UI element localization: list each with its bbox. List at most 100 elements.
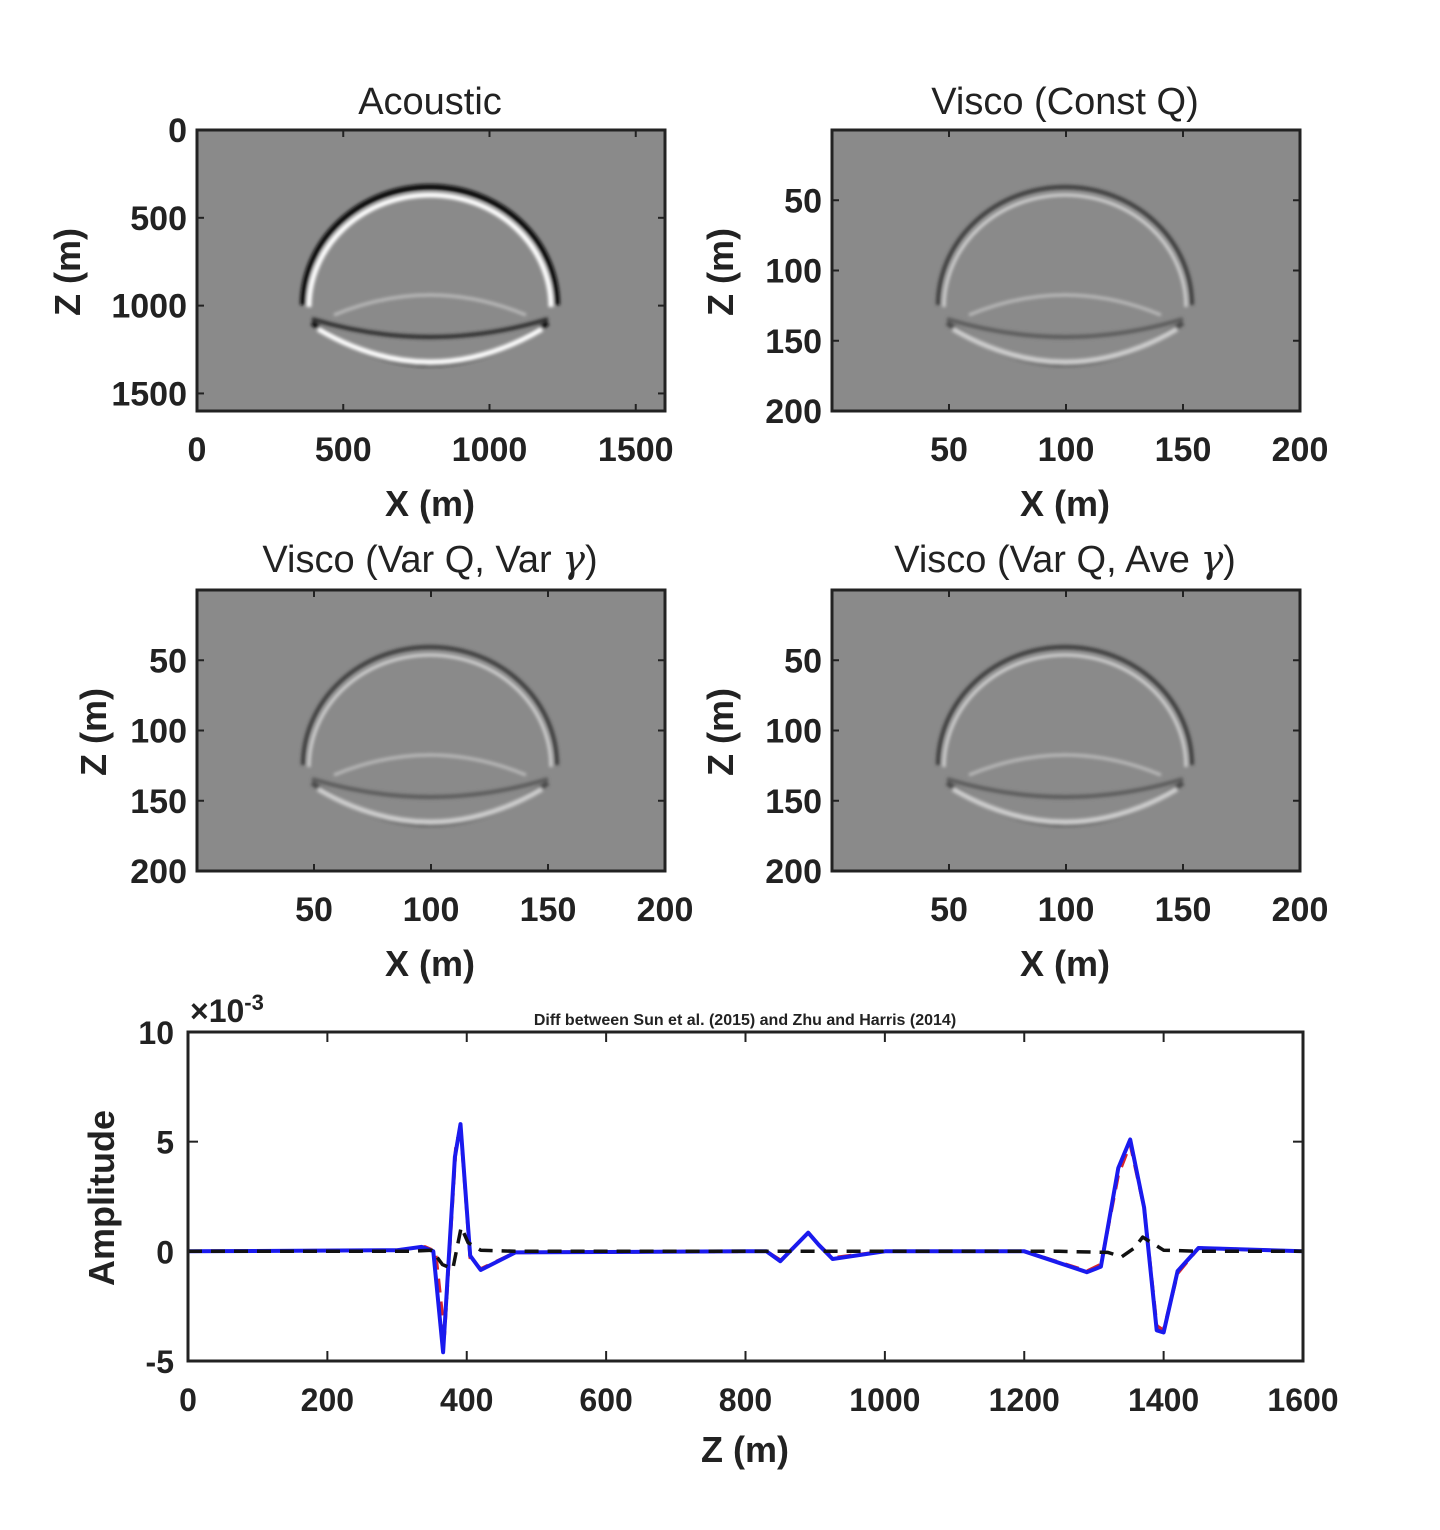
- plot-frame: [186, 1030, 1305, 1363]
- y-axis-label: Z (m): [47, 228, 88, 316]
- transmitted-inner: [311, 777, 549, 799]
- x-tick-label: 50: [295, 891, 333, 929]
- x-tick-label: 0: [179, 1382, 197, 1418]
- x-tick-label: 150: [1155, 891, 1212, 929]
- x-tick-label: 200: [1272, 891, 1329, 929]
- reflection-arc: [968, 293, 1162, 317]
- panel-title: Visco (Const Q): [931, 81, 1198, 123]
- x-tick-label: 1200: [989, 1382, 1060, 1418]
- x-tick-label: 200: [637, 891, 694, 929]
- x-tick-label: 500: [315, 431, 372, 469]
- panel-title: Acoustic: [358, 81, 502, 123]
- wavefield-image: [832, 590, 1300, 871]
- transmitted-bright: [951, 326, 1179, 365]
- transmitted-bright: [316, 326, 544, 365]
- wavefield-image: [197, 590, 665, 871]
- wavefront-outer: [936, 645, 1194, 766]
- y-tick-label: 0: [156, 1234, 174, 1270]
- y-exponent-label: ×10-3: [190, 990, 264, 1029]
- x-axis-label: X (m): [1020, 483, 1110, 524]
- x-tick-label: 50: [930, 891, 968, 929]
- panel-visco-var-q-var-gamma: Visco (Var Q, Var γ) 50 100 150 200 50 100 15…: [73, 537, 693, 984]
- x-tick-label: 100: [1038, 891, 1095, 929]
- x-axis-label: X (m): [385, 943, 475, 984]
- y-tick-label: 200: [130, 853, 187, 891]
- wavefront-outer: [300, 184, 560, 306]
- image-background: [197, 590, 665, 871]
- x-tick-label: 150: [520, 891, 577, 929]
- y-tick-label: 150: [765, 783, 822, 821]
- x-tick-label: 1000: [452, 431, 528, 469]
- image-background: [197, 130, 665, 411]
- x-tick-label: 200: [1272, 431, 1329, 469]
- reflection-arc: [333, 753, 527, 777]
- x-tick-label: 100: [1038, 431, 1095, 469]
- reflection-arc: [968, 753, 1162, 777]
- x-tick-label: 0: [188, 431, 207, 469]
- y-tick-label: 150: [130, 783, 187, 821]
- reflection-arc: [333, 293, 527, 317]
- y-axis-label: Amplitude: [81, 1110, 122, 1286]
- x-tick-label: 600: [579, 1382, 632, 1418]
- y-tick-label: 0: [168, 112, 187, 150]
- wavefront-inner: [942, 653, 1188, 768]
- panel-title: Visco (Var Q, Ave γ): [894, 537, 1236, 581]
- image-background: [832, 130, 1300, 411]
- x-tick-label: 50: [930, 431, 968, 469]
- transmitted-inner: [946, 777, 1184, 799]
- panel-visco-var-q-ave-gamma: Visco (Var Q, Ave γ) 50 100 150 200 50 100 15…: [700, 537, 1328, 984]
- x-tick-label: 100: [403, 891, 460, 929]
- y-tick-label: 100: [765, 713, 822, 751]
- x-axis-label: X (m): [1020, 943, 1110, 984]
- plot-area: [188, 1032, 1303, 1361]
- y-tick-label: 1000: [111, 288, 187, 326]
- wavefront-outer: [936, 185, 1194, 306]
- x-tick-label: 400: [440, 1382, 493, 1418]
- panel-title: Visco (Var Q, Var γ): [262, 537, 597, 581]
- y-tick-label: 10: [138, 1015, 174, 1051]
- wavefront-inner: [307, 653, 553, 768]
- y-tick-label: 1500: [111, 375, 187, 413]
- x-tick-label: 150: [1155, 431, 1212, 469]
- y-tick-label: 50: [784, 182, 822, 220]
- wavefront-inner: [942, 193, 1188, 308]
- x-axis-label: X (m): [385, 483, 475, 524]
- wavefront-outer: [301, 645, 559, 766]
- x-tick-label: 800: [719, 1382, 772, 1418]
- y-axis-label: Z (m): [700, 688, 741, 776]
- wavefield-image: [197, 130, 665, 411]
- y-tick-label: 200: [765, 393, 822, 431]
- x-tick-label: 1600: [1267, 1382, 1338, 1418]
- y-tick-label: 5: [156, 1125, 174, 1161]
- y-tick-label: 500: [130, 200, 187, 238]
- x-axis-label: Z (m): [701, 1429, 789, 1470]
- y-tick-label: 50: [149, 642, 187, 680]
- panel-acoustic: Acoustic 0 500 1000 1500 0 500 1000 1500 X (m)…: [47, 81, 674, 524]
- line-chart: Diff between Sun et al. (2015) and Zhu a…: [81, 990, 1339, 1470]
- axes-frame: [195, 128, 667, 413]
- y-tick-label: 200: [765, 853, 822, 891]
- y-tick-label: -5: [146, 1344, 174, 1380]
- x-tick-label: 1000: [849, 1382, 920, 1418]
- y-tick-label: 100: [765, 253, 822, 291]
- series-line-2: [188, 1225, 1303, 1271]
- chart-title: Diff between Sun et al. (2015) and Zhu a…: [534, 1012, 956, 1029]
- x-tick-label: 1500: [598, 431, 674, 469]
- x-tick-label: 200: [301, 1382, 354, 1418]
- y-tick-label: 100: [130, 713, 187, 751]
- y-tick-label: 50: [784, 642, 822, 680]
- transmitted-inner: [311, 317, 549, 339]
- transmitted-bright: [316, 786, 544, 825]
- x-tick-label: 1400: [1128, 1382, 1199, 1418]
- transmitted-inner: [946, 317, 1184, 339]
- series-line-1: [187, 1122, 1304, 1355]
- transmitted-bright: [951, 786, 1179, 825]
- y-tick-label: 150: [765, 323, 822, 361]
- wavefront-inner: [306, 192, 554, 308]
- wavefield-image: [832, 130, 1300, 411]
- y-axis-label: Z (m): [700, 228, 741, 316]
- image-background: [832, 590, 1300, 871]
- y-axis-label: Z (m): [73, 688, 114, 776]
